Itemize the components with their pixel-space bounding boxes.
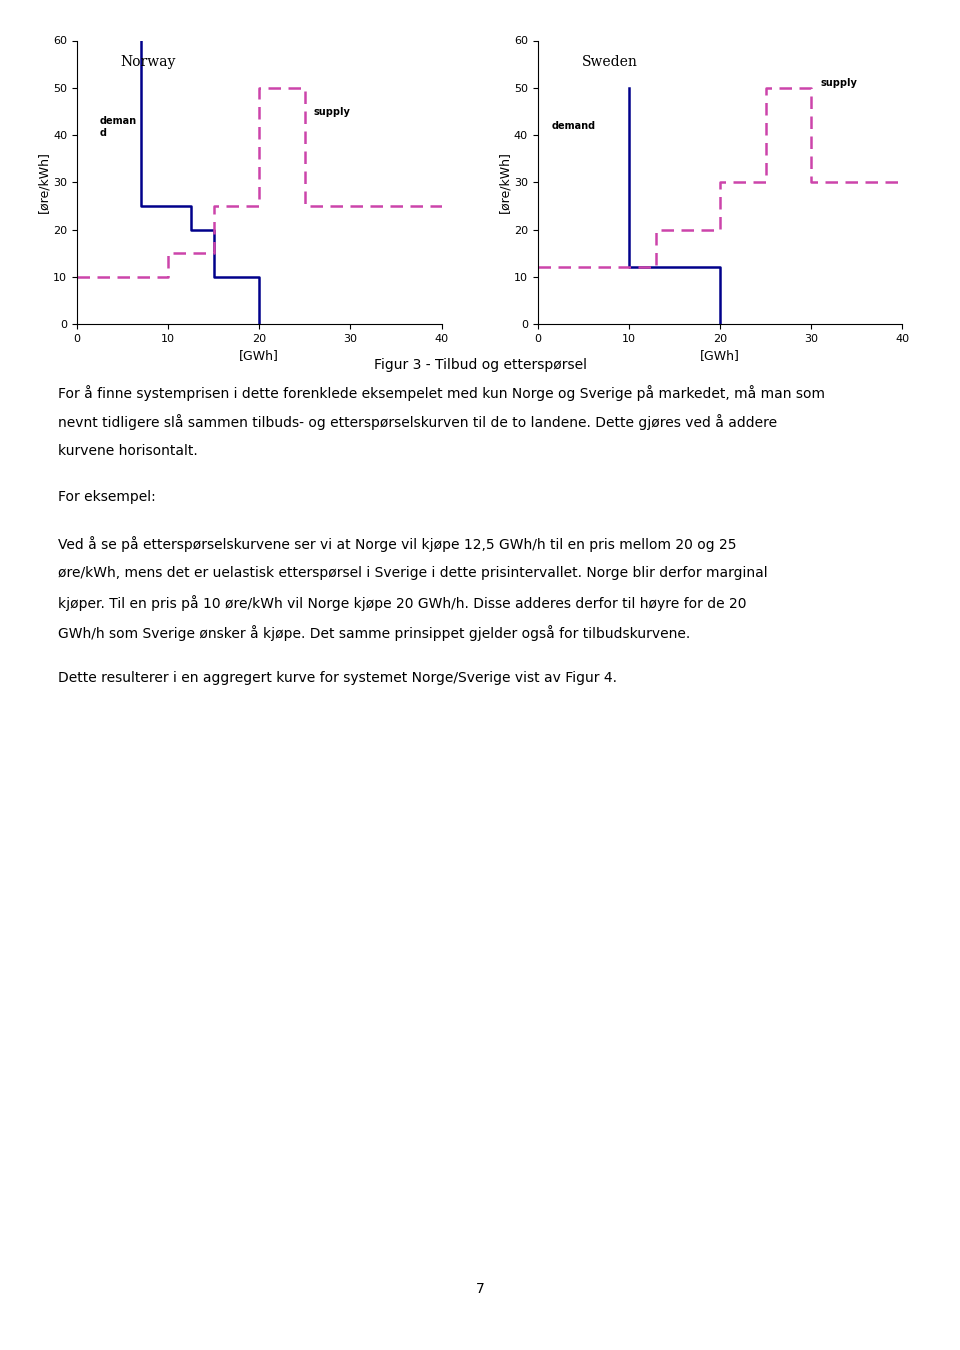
Y-axis label: [øre/kWh]: [øre/kWh] — [37, 151, 50, 213]
Text: kurvene horisontalt.: kurvene horisontalt. — [58, 444, 198, 458]
Y-axis label: [øre/kWh]: [øre/kWh] — [498, 151, 511, 213]
Text: nevnt tidligere slå sammen tilbuds- og etterspørselskurven til de to landene. De: nevnt tidligere slå sammen tilbuds- og e… — [58, 414, 777, 431]
Text: For eksempel:: For eksempel: — [58, 490, 156, 504]
Text: Norway: Norway — [121, 54, 176, 69]
X-axis label: [GWh]: [GWh] — [700, 350, 740, 362]
Text: demand: demand — [551, 122, 595, 131]
Text: Figur 3 - Tilbud og etterspørsel: Figur 3 - Tilbud og etterspørsel — [373, 358, 587, 371]
Text: Ved å se på etterspørselskurvene ser vi at Norge vil kjøpe 12,5 GWh/h til en pri: Ved å se på etterspørselskurvene ser vi … — [58, 536, 736, 552]
Text: supply: supply — [314, 107, 350, 116]
Text: Dette resulterer i en aggregert kurve for systemet Norge/Sverige vist av Figur 4: Dette resulterer i en aggregert kurve fo… — [58, 671, 616, 684]
Text: kjøper. Til en pris på 10 øre/kWh vil Norge kjøpe 20 GWh/h. Disse adderes derfor: kjøper. Til en pris på 10 øre/kWh vil No… — [58, 595, 746, 612]
Text: 7: 7 — [475, 1282, 485, 1296]
Text: GWh/h som Sverige ønsker å kjøpe. Det samme prinsippet gjelder også for tilbudsk: GWh/h som Sverige ønsker å kjøpe. Det sa… — [58, 625, 690, 641]
Text: deman
d: deman d — [100, 116, 136, 138]
Text: øre/kWh, mens det er uelastisk etterspørsel i Sverige i dette prisintervallet. N: øre/kWh, mens det er uelastisk etterspør… — [58, 566, 767, 579]
Text: supply: supply — [821, 78, 857, 88]
X-axis label: [GWh]: [GWh] — [239, 350, 279, 362]
Text: Sweden: Sweden — [582, 54, 637, 69]
Text: For å finne systemprisen i dette forenklede eksempelet med kun Norge og Sverige : For å finne systemprisen i dette forenkl… — [58, 385, 825, 401]
